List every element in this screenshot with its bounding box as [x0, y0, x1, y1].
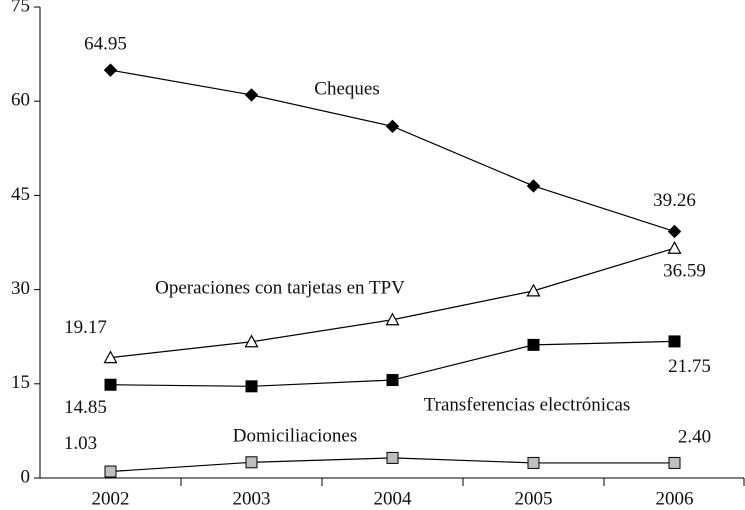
- marker: [386, 374, 399, 387]
- marker: [385, 312, 400, 326]
- data-label: 64.95: [84, 33, 127, 54]
- marker: [526, 283, 541, 297]
- series-line: [110, 247, 675, 359]
- data-label: 2.40: [678, 426, 711, 447]
- data-label: 19.17: [64, 317, 107, 338]
- data-label: 21.75: [668, 356, 711, 377]
- x-tick-label: 2006: [656, 488, 694, 509]
- marker: [527, 456, 540, 469]
- marker: [667, 240, 682, 254]
- marker: [104, 465, 117, 478]
- marker: [244, 88, 259, 102]
- marker: [103, 63, 118, 77]
- marker: [103, 350, 118, 364]
- marker: [104, 378, 117, 391]
- series-label: Cheques: [314, 78, 379, 99]
- data-label: 14.85: [64, 397, 107, 418]
- data-label: 39.26: [653, 190, 696, 211]
- marker: [386, 451, 399, 464]
- marker: [667, 224, 682, 239]
- x-tick-label: 2005: [515, 488, 553, 509]
- data-label: 36.59: [663, 261, 706, 282]
- marker: [668, 335, 681, 348]
- x-tick-label: 2002: [92, 488, 130, 509]
- series-label: Transferencias electrónicas: [424, 394, 631, 415]
- y-tick-label: 0: [21, 466, 31, 487]
- x-tick-label: 2004: [374, 488, 413, 509]
- y-tick-label: 60: [11, 90, 30, 111]
- marker: [244, 334, 259, 348]
- marker: [526, 179, 541, 193]
- data-label: 1.03: [64, 433, 97, 454]
- y-tick-label: 75: [11, 0, 30, 16]
- series-label: Operaciones con tarjetas en TPV: [155, 277, 405, 298]
- y-tick-label: 30: [11, 278, 30, 299]
- y-tick-label: 45: [11, 184, 30, 205]
- marker: [527, 338, 540, 351]
- marker: [245, 456, 258, 469]
- series-line: [110, 69, 675, 233]
- x-tick-label: 2003: [233, 488, 271, 509]
- marker: [668, 456, 681, 469]
- series-label: Domiciliaciones: [233, 425, 358, 446]
- marker: [385, 119, 400, 134]
- marker: [245, 380, 258, 393]
- y-tick-label: 15: [11, 372, 30, 393]
